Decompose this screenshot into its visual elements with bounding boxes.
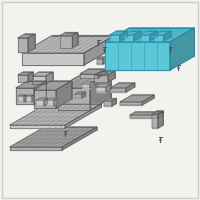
Polygon shape: [56, 81, 72, 108]
Polygon shape: [104, 101, 112, 106]
Polygon shape: [18, 96, 24, 102]
Polygon shape: [62, 127, 97, 150]
Polygon shape: [94, 75, 108, 82]
Polygon shape: [96, 87, 106, 92]
Polygon shape: [97, 57, 106, 59]
Polygon shape: [96, 84, 111, 87]
Polygon shape: [32, 72, 53, 76]
Polygon shape: [10, 127, 97, 147]
Polygon shape: [18, 95, 26, 96]
Polygon shape: [104, 98, 116, 101]
Polygon shape: [80, 74, 98, 78]
Polygon shape: [22, 36, 114, 53]
Polygon shape: [110, 88, 126, 92]
Polygon shape: [142, 95, 154, 105]
Polygon shape: [82, 82, 94, 84]
Polygon shape: [22, 53, 84, 65]
Polygon shape: [36, 98, 47, 100]
Polygon shape: [154, 31, 171, 35]
Polygon shape: [18, 72, 33, 75]
Polygon shape: [58, 76, 111, 88]
Polygon shape: [82, 92, 85, 98]
Polygon shape: [32, 76, 46, 84]
Polygon shape: [134, 31, 141, 41]
Polygon shape: [58, 88, 90, 110]
Polygon shape: [108, 71, 115, 82]
Polygon shape: [26, 96, 32, 102]
Polygon shape: [28, 34, 35, 52]
Polygon shape: [124, 31, 141, 35]
Polygon shape: [97, 59, 103, 64]
Polygon shape: [103, 57, 106, 64]
Polygon shape: [106, 84, 111, 92]
Polygon shape: [34, 90, 56, 108]
Polygon shape: [152, 111, 163, 114]
Polygon shape: [46, 100, 54, 106]
Polygon shape: [112, 98, 116, 106]
Polygon shape: [154, 35, 164, 41]
Polygon shape: [24, 95, 26, 102]
Polygon shape: [158, 111, 163, 128]
Polygon shape: [124, 35, 134, 41]
Polygon shape: [140, 35, 150, 41]
Polygon shape: [98, 69, 107, 78]
Polygon shape: [90, 82, 94, 88]
Polygon shape: [130, 112, 163, 115]
Polygon shape: [75, 94, 82, 98]
Polygon shape: [10, 147, 62, 150]
Polygon shape: [18, 75, 28, 82]
Polygon shape: [158, 112, 163, 118]
Polygon shape: [36, 100, 44, 106]
Polygon shape: [170, 28, 194, 70]
Polygon shape: [90, 76, 111, 110]
Polygon shape: [164, 31, 171, 41]
Polygon shape: [28, 72, 33, 82]
Polygon shape: [75, 92, 85, 94]
Polygon shape: [10, 125, 65, 128]
Polygon shape: [80, 69, 107, 74]
Polygon shape: [94, 71, 115, 75]
Polygon shape: [120, 95, 154, 102]
Polygon shape: [44, 98, 47, 106]
Polygon shape: [105, 42, 170, 70]
Polygon shape: [32, 95, 34, 102]
Polygon shape: [54, 98, 57, 106]
Polygon shape: [110, 35, 120, 41]
Polygon shape: [16, 88, 34, 104]
Polygon shape: [65, 104, 101, 128]
Polygon shape: [34, 81, 46, 104]
Polygon shape: [120, 31, 127, 41]
Polygon shape: [60, 32, 78, 36]
Polygon shape: [140, 31, 157, 35]
Polygon shape: [26, 95, 34, 96]
Polygon shape: [152, 114, 158, 128]
Polygon shape: [120, 102, 142, 105]
Polygon shape: [72, 32, 78, 47]
Polygon shape: [18, 34, 35, 38]
Polygon shape: [84, 36, 114, 65]
Polygon shape: [150, 31, 157, 41]
Polygon shape: [18, 38, 28, 52]
Polygon shape: [10, 104, 101, 125]
Polygon shape: [60, 36, 72, 47]
Polygon shape: [105, 28, 194, 42]
Polygon shape: [46, 98, 57, 100]
Polygon shape: [130, 115, 158, 118]
Polygon shape: [82, 84, 90, 88]
Polygon shape: [16, 81, 46, 88]
Polygon shape: [110, 83, 135, 88]
Polygon shape: [110, 31, 127, 35]
Polygon shape: [126, 83, 135, 92]
Polygon shape: [34, 81, 72, 90]
Polygon shape: [46, 72, 53, 84]
